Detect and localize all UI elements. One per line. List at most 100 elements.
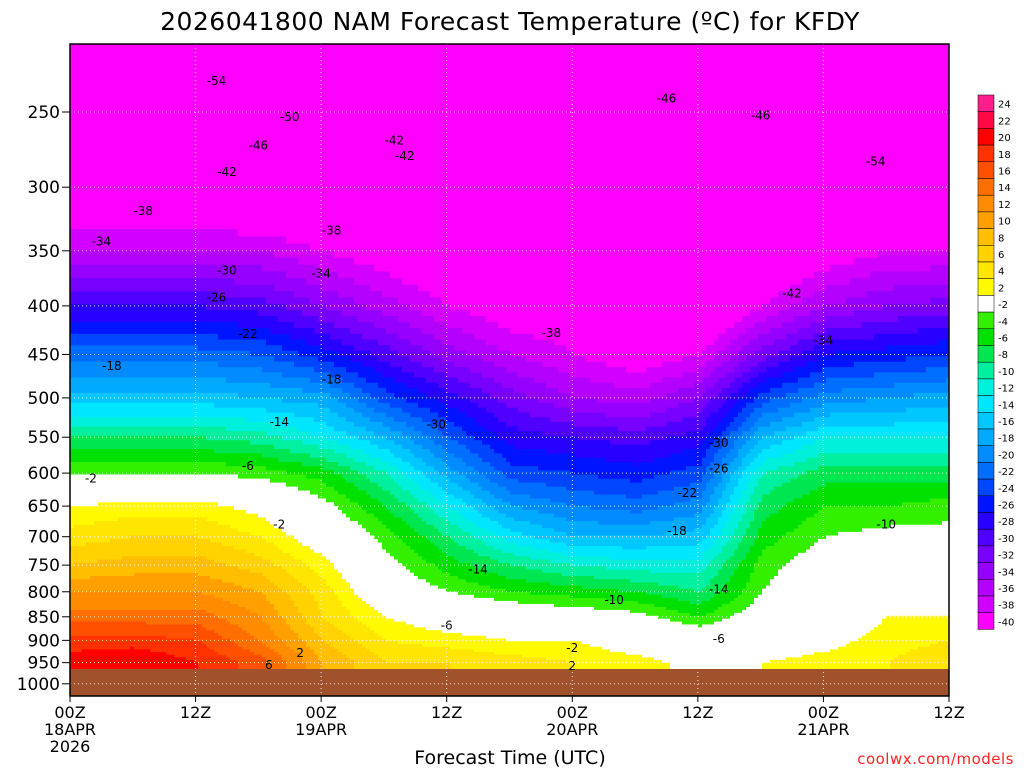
- heat-cell: [106, 284, 111, 292]
- heat-cell: [150, 345, 155, 352]
- heat-cell: [110, 506, 115, 511]
- heat-cell: [162, 569, 167, 574]
- heat-cell: [90, 461, 95, 467]
- heat-cell: [202, 641, 207, 645]
- heat-cell: [186, 654, 191, 659]
- heat-cell: [154, 297, 159, 305]
- heat-cell: [70, 361, 75, 368]
- heat-cell: [106, 641, 111, 645]
- heat-cell: [74, 198, 79, 207]
- heat-cell: [174, 562, 179, 567]
- heat-cell: [122, 350, 127, 357]
- heat-cell: [162, 552, 167, 557]
- heat-cell: [94, 618, 99, 623]
- heat-cell: [158, 591, 163, 596]
- heat-cell: [106, 517, 111, 522]
- heat-cell: [142, 243, 147, 252]
- heat-cell: [190, 660, 195, 664]
- heat-cell: [206, 264, 211, 273]
- heat-cell: [178, 585, 183, 590]
- heat-cell: [194, 361, 199, 368]
- heat-cell: [210, 77, 215, 89]
- heat-cell: [134, 597, 139, 602]
- heat-cell: [142, 417, 147, 423]
- heat-cell: [146, 641, 151, 645]
- heat-cell: [210, 345, 215, 352]
- heat-cell: [190, 524, 195, 529]
- heat-cell: [82, 164, 87, 174]
- heat-cell: [170, 603, 175, 608]
- heat-cell: [174, 582, 179, 587]
- heat-cell: [102, 559, 107, 564]
- heat-cell: [154, 641, 159, 645]
- heat-cell: [86, 457, 91, 463]
- heat-cell: [214, 588, 219, 593]
- heat-cell: [202, 284, 207, 292]
- heat-cell: [170, 569, 175, 574]
- heat-cell: [174, 236, 179, 245]
- heat-cell: [102, 339, 107, 346]
- heat-cell: [150, 284, 155, 292]
- heat-cell: [78, 453, 83, 459]
- heat-cell: [70, 552, 75, 557]
- heat-cell: [206, 128, 211, 139]
- heat-cell: [130, 470, 135, 476]
- heat-cell: [218, 517, 223, 522]
- heat-cell: [114, 490, 119, 496]
- heat-cell: [178, 271, 183, 279]
- heat-cell: [98, 173, 103, 183]
- heat-cell: [86, 426, 91, 432]
- heat-cell: [218, 632, 223, 637]
- heat-cell: [186, 236, 191, 245]
- heat-cell: [130, 88, 135, 100]
- heat-cell: [198, 350, 203, 357]
- heat-cell: [170, 77, 175, 89]
- heat-cell: [150, 521, 155, 526]
- heat-cell: [194, 350, 199, 357]
- heat-cell: [218, 474, 223, 480]
- heat-cell: [178, 513, 183, 518]
- heat-cell: [114, 585, 119, 590]
- heat-cell: [154, 250, 159, 259]
- heat-cell: [114, 426, 119, 432]
- heat-cell: [122, 470, 127, 476]
- heat-cell: [214, 44, 219, 57]
- heat-cell: [162, 502, 167, 507]
- heat-cell: [138, 521, 143, 526]
- heat-cell: [210, 482, 215, 488]
- heat-cell: [150, 392, 155, 399]
- heat-cell: [114, 297, 119, 305]
- heat-cell: [182, 387, 187, 394]
- heat-cell: [210, 271, 215, 279]
- heat-cell: [126, 502, 131, 507]
- heat-cell: [194, 449, 199, 454]
- heat-cell: [218, 297, 223, 305]
- heat-cell: [146, 387, 151, 394]
- heat-cell: [170, 213, 175, 223]
- heat-cell: [70, 654, 75, 659]
- heat-cell: [210, 478, 215, 484]
- heat-cell: [106, 55, 111, 68]
- heat-cell: [206, 579, 211, 583]
- heat-cell: [118, 569, 123, 574]
- heat-cell: [218, 88, 223, 100]
- heat-cell: [138, 440, 143, 446]
- heat-cell: [70, 630, 75, 634]
- heat-cell: [202, 502, 207, 507]
- heat-cell: [134, 594, 139, 599]
- heat-cell: [122, 624, 127, 628]
- heat-cell: [98, 392, 103, 399]
- heat-cell: [78, 624, 83, 628]
- heat-cell: [78, 572, 83, 577]
- heat-cell: [178, 382, 183, 389]
- heat-cell: [178, 635, 183, 640]
- heat-cell: [186, 431, 191, 437]
- heat-cell: [190, 588, 195, 593]
- heat-cell: [214, 654, 219, 659]
- heat-cell: [218, 594, 223, 599]
- heat-cell: [98, 582, 103, 587]
- heat-cell: [94, 461, 99, 467]
- heat-cell: [82, 474, 87, 480]
- heat-cell: [110, 478, 115, 484]
- heat-cell: [102, 453, 107, 459]
